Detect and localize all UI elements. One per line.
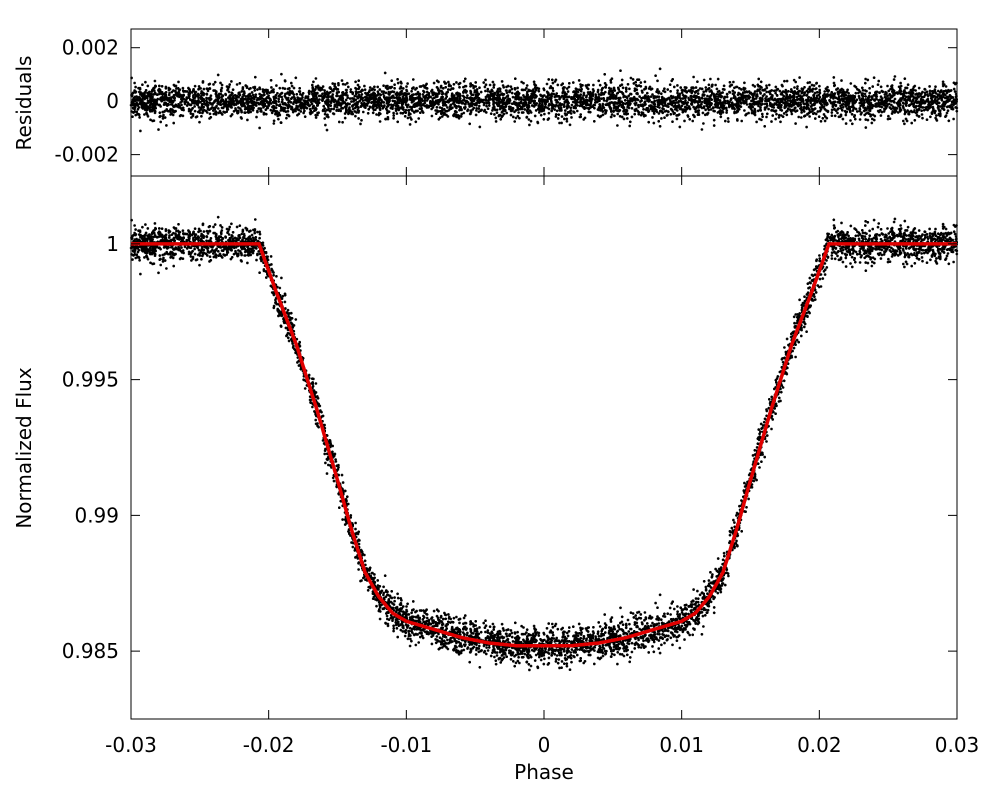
flux-points-group [129,215,959,672]
x-tick-label: -0.03 [105,733,157,757]
x-tick-label: 0.03 [935,733,980,757]
flux-y-tick-label: 0.99 [74,503,119,527]
transit-model-line [131,242,957,648]
model-line-group [131,242,957,648]
flux-data-points [129,215,959,672]
x-tick-label: 0.02 [797,733,842,757]
residuals-points-group [129,67,959,133]
flux-y-axis-title: Normalized Flux [12,367,36,529]
transit-plot-frame [130,175,958,720]
flux-y-tick-label: 0.995 [62,368,119,392]
residuals-y-tick-label: 0.002 [62,36,119,60]
flux-y-tick-label: 0.985 [62,639,119,663]
x-tick-label: 0 [538,733,551,757]
residual-data-points [129,67,959,133]
x-tick-label: -0.01 [380,733,432,757]
x-tick-label: 0.01 [659,733,704,757]
x-tick-label: -0.02 [243,733,295,757]
flux-y-tick-label: 1 [106,232,119,256]
residuals-y-tick-label: -0.002 [55,143,119,167]
residuals-y-axis-title: Residuals [12,56,36,151]
axis-ticks-group [130,29,958,719]
x-axis-title: Phase [514,760,574,784]
tick-labels-group: -0.03 -0.02 -0.01 0 0.01 0.02 0.03 0.985 0.99 0.9… [55,36,980,757]
residuals-y-tick-label: 0 [106,89,119,113]
